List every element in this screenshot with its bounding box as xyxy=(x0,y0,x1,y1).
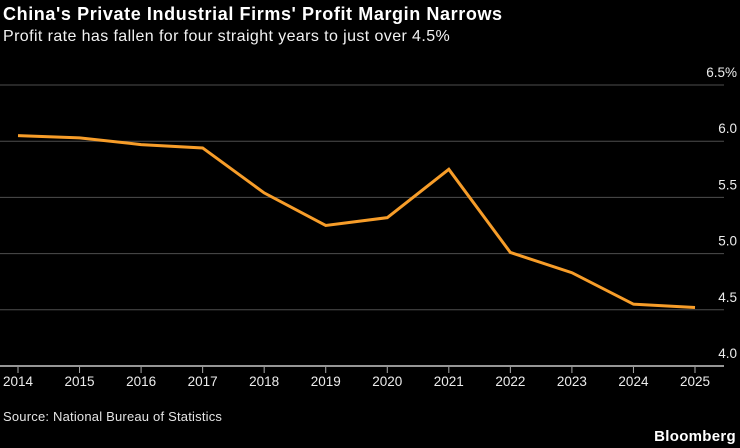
x-axis-tick-label: 2023 xyxy=(557,374,587,389)
x-axis-tick-label: 2018 xyxy=(249,374,279,389)
x-axis-tick-label: 2016 xyxy=(126,374,156,389)
y-axis-tick-label: 6.5% xyxy=(706,65,737,80)
source-note: Source: National Bureau of Statistics xyxy=(3,409,223,424)
y-axis-tick-label: 4.5 xyxy=(718,290,737,305)
x-axis-tick-label: 2021 xyxy=(434,374,464,389)
chart-subtitle: Profit rate has fallen for four straight… xyxy=(3,28,451,45)
y-axis-tick-label: 6.0 xyxy=(718,121,737,136)
y-axis-tick-label: 5.0 xyxy=(718,234,737,249)
x-axis-tick-label: 2019 xyxy=(311,374,341,389)
x-axis-tick-label: 2020 xyxy=(372,374,402,389)
chart-header: China's Private Industrial Firms' Profit… xyxy=(3,3,737,47)
x-axis-tick-label: 2025 xyxy=(680,374,710,389)
x-axis-tick-label: 2017 xyxy=(188,374,218,389)
y-axis-tick-label: 5.5 xyxy=(718,177,737,192)
chart-title: China's Private Industrial Firms' Profit… xyxy=(3,4,503,24)
profit-margin-line xyxy=(17,134,696,310)
bloomberg-logo: Bloomberg xyxy=(654,428,736,445)
x-axis-tick-label: 2022 xyxy=(495,374,525,389)
x-axis-tick-label: 2024 xyxy=(618,374,649,389)
y-axis-tick-label: 4.0 xyxy=(718,346,737,361)
x-axis-tick-label: 2015 xyxy=(65,374,95,389)
x-axis-tick-label: 2014 xyxy=(3,374,34,389)
